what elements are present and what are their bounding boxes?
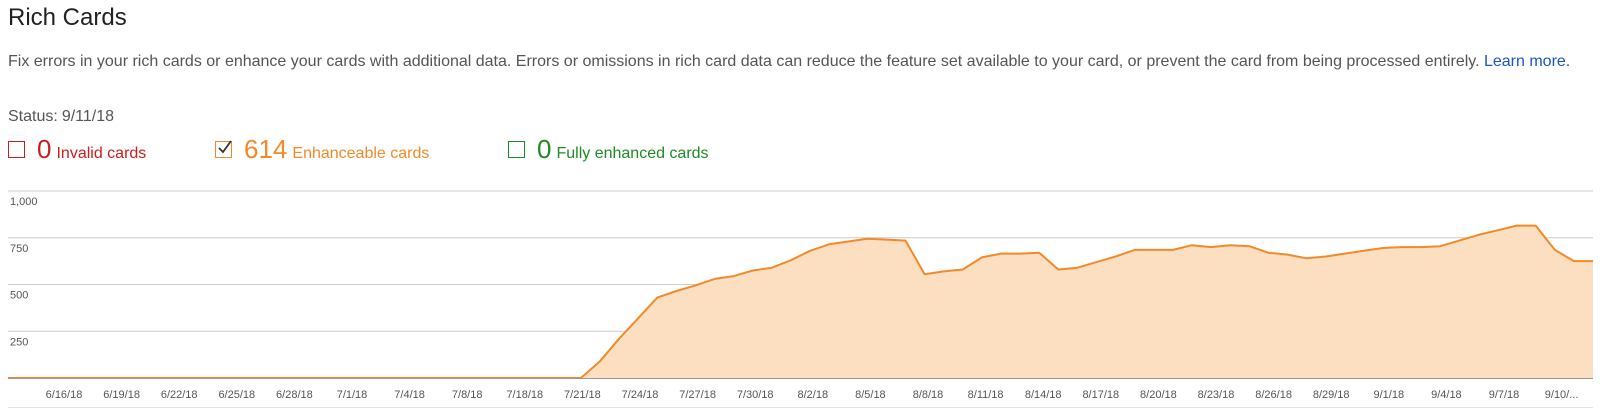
description-text: Fix errors in your rich cards or enhance… bbox=[8, 53, 1480, 70]
enhanceable-cards-checkbox[interactable] bbox=[215, 139, 232, 158]
enhanceable-cards-label: Enhanceable cards bbox=[292, 145, 430, 162]
status-label: Status: bbox=[8, 108, 58, 125]
x-tick-label: 9/4/18 bbox=[1431, 389, 1462, 401]
x-tick-label: 7/4/18 bbox=[394, 389, 425, 401]
x-tick-label: 8/26/18 bbox=[1255, 389, 1292, 401]
fully-enhanced-cards-label: Fully enhanced cards bbox=[556, 145, 709, 162]
metric-invalid-cards[interactable]: 0 Invalid cards bbox=[8, 134, 146, 164]
y-tick-label: 500 bbox=[10, 290, 28, 302]
x-tick-label: 8/2/18 bbox=[798, 389, 829, 401]
x-tick-label: 6/25/18 bbox=[218, 389, 255, 401]
x-tick-label: 6/16/18 bbox=[46, 389, 83, 401]
status-date: 9/11/18 bbox=[61, 108, 115, 125]
checkmark-icon bbox=[218, 139, 232, 153]
x-tick-label: 8/14/18 bbox=[1025, 389, 1062, 401]
y-tick-label: 750 bbox=[10, 243, 28, 255]
enhanceable-cards-count: 614 bbox=[244, 134, 288, 164]
series-area-enhanceable-cards bbox=[8, 225, 1593, 378]
x-tick-label: 6/22/18 bbox=[161, 389, 198, 401]
x-tick-label: 6/19/18 bbox=[103, 389, 140, 401]
x-tick-label: 9/1/18 bbox=[1374, 389, 1405, 401]
x-tick-label: 7/24/18 bbox=[622, 389, 659, 401]
learn-more-link[interactable]: Learn more. bbox=[1483, 53, 1571, 70]
x-tick-label: 6/28/18 bbox=[276, 389, 313, 401]
fully-enhanced-cards-checkbox[interactable] bbox=[508, 140, 525, 158]
fully-enhanced-cards-count: 0 bbox=[537, 134, 552, 164]
y-tick-label: 250 bbox=[10, 336, 28, 348]
x-tick-label: 7/21/18 bbox=[564, 389, 601, 401]
x-tick-label: 8/20/18 bbox=[1140, 389, 1177, 401]
metric-fully-enhanced-cards[interactable]: 0 Fully enhanced cards bbox=[508, 134, 709, 164]
invalid-cards-checkbox[interactable] bbox=[8, 140, 25, 158]
x-tick-label: 7/30/18 bbox=[737, 389, 774, 401]
x-tick-label: 8/29/18 bbox=[1313, 389, 1350, 401]
x-tick-label: 7/27/18 bbox=[679, 389, 716, 401]
page-description: Fix errors in your rich cards or enhance… bbox=[8, 52, 1593, 72]
invalid-cards-label: Invalid cards bbox=[56, 145, 147, 162]
x-tick-label: 7/18/18 bbox=[506, 389, 543, 401]
x-tick-label: 7/8/18 bbox=[452, 389, 483, 401]
status: Status: 9/11/18 bbox=[8, 108, 114, 126]
invalid-cards-count: 0 bbox=[37, 134, 52, 164]
x-tick-label: 8/11/18 bbox=[968, 389, 1004, 401]
metric-enhanceable-cards[interactable]: 614 Enhanceable cards bbox=[215, 134, 429, 164]
x-tick-label: 9/10/... bbox=[1545, 389, 1579, 401]
y-tick-label: 1,000 bbox=[10, 196, 38, 208]
x-tick-label: 8/17/18 bbox=[1082, 389, 1119, 401]
x-tick-label: 9/7/18 bbox=[1489, 389, 1520, 401]
x-tick-label: 8/5/18 bbox=[855, 389, 886, 401]
x-tick-label: 7/1/18 bbox=[337, 389, 368, 401]
x-tick-label: 8/8/18 bbox=[913, 389, 944, 401]
page-title: Rich Cards bbox=[8, 4, 127, 31]
rich-cards-chart[interactable]: 1,000 750 500 250 6/16/18 6/19/18 6/22/18 6/25/… bbox=[0, 190, 1600, 415]
x-tick-label: 8/23/18 bbox=[1198, 389, 1235, 401]
